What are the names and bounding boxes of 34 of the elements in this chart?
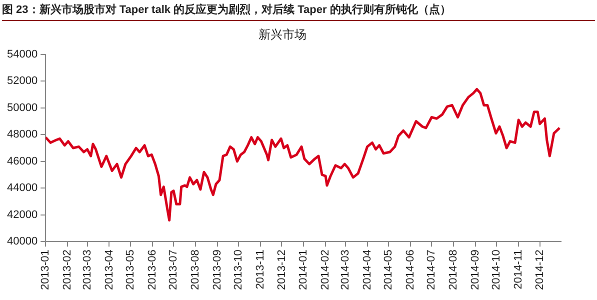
x-tick-label: 2014-03 xyxy=(339,250,352,290)
x-tick-label: 2013-07 xyxy=(168,250,180,290)
x-tick-label: 2013-11 xyxy=(254,250,267,290)
x-tick-label: 2013-04 xyxy=(103,250,116,290)
y-tick-label: 48000 xyxy=(6,128,38,141)
y-tick-label: 54000 xyxy=(6,48,38,60)
x-tick-label: 2013-12 xyxy=(276,250,288,290)
x-tick-label: 2014-07 xyxy=(426,250,438,290)
x-tick-label: 2014-09 xyxy=(469,250,482,290)
y-tick-label: 52000 xyxy=(6,75,38,88)
x-tick-label: 2014-06 xyxy=(404,250,416,290)
x-tick-label: 2013-01 xyxy=(40,250,52,290)
x-tick-label: 2013-08 xyxy=(190,250,202,290)
x-tick-label: 2014-02 xyxy=(320,250,332,290)
y-tick-label: 46000 xyxy=(6,155,38,168)
x-tick-label: 2014-04 xyxy=(361,250,374,290)
y-tick-label: 42000 xyxy=(6,208,38,221)
x-tick-label: 2014-05 xyxy=(382,250,395,290)
x-tick-label: 2013-06 xyxy=(146,250,158,290)
x-tick-label: 2014-08 xyxy=(448,250,460,290)
y-tick-label: 40000 xyxy=(6,236,38,248)
x-tick-label: 2014-11 xyxy=(512,250,525,290)
x-tick-label: 2013-02 xyxy=(62,250,74,290)
chart-title: 图 23：新兴市场股市对 Taper talk 的反应更为剧烈，对后续 Taper 的执行则有所钝化（点） xyxy=(2,2,595,21)
y-tick-label: 50000 xyxy=(6,102,38,114)
x-tick-label: 2013-03 xyxy=(81,250,94,290)
x-tick-label: 2013-09 xyxy=(211,250,224,290)
x-tick-label: 2013-05 xyxy=(124,250,136,290)
x-tick-label: 2014-10 xyxy=(490,250,503,290)
x-tick-label: 2013-10 xyxy=(232,250,245,290)
x-tick-label: 2014-01 xyxy=(298,250,310,290)
x-tick-label: 2014-12 xyxy=(534,250,546,290)
chart-subtitle: 新兴市场 xyxy=(258,28,306,42)
y-tick-label: 44000 xyxy=(6,182,38,194)
